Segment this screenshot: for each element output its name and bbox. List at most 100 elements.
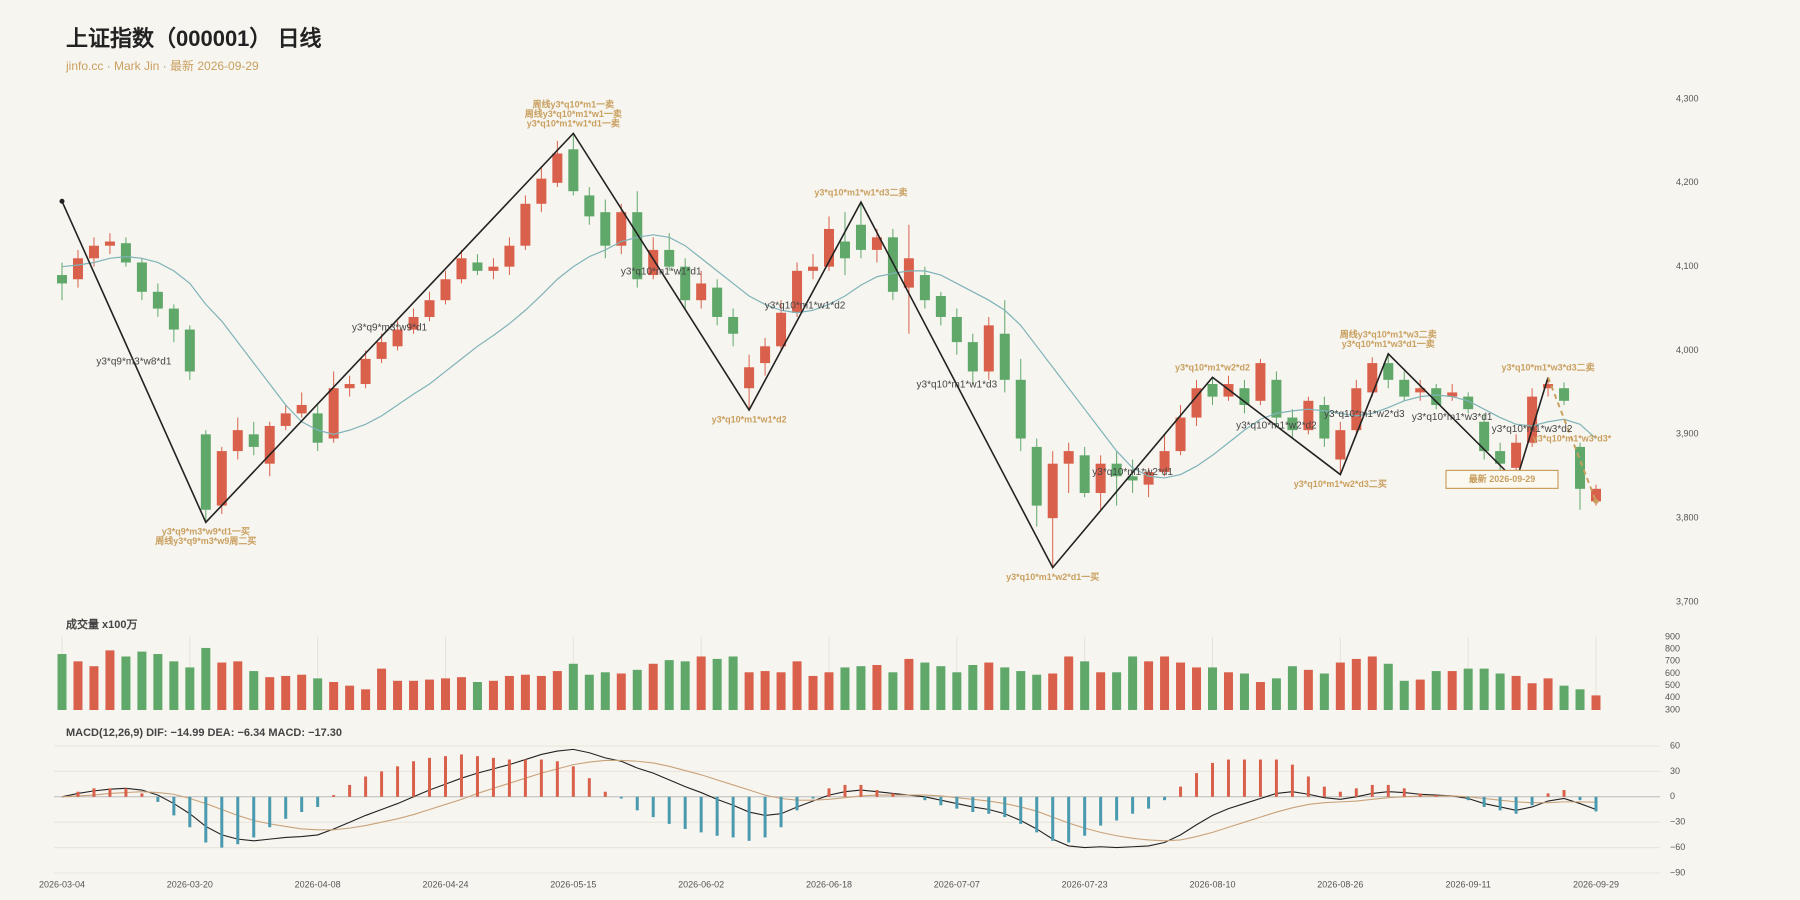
candle-body: [935, 296, 946, 317]
candle-body: [280, 413, 291, 426]
candle-body: [504, 245, 515, 267]
volume-bar: [1000, 667, 1010, 710]
macd-bar: [571, 766, 575, 797]
macd-bar: [635, 796, 639, 811]
candle-body: [1463, 396, 1474, 410]
segment-label: y3*q10*m1*w3*d1: [1412, 412, 1493, 423]
pivot-label: y3*q10*m1*w2*d1一买: [1006, 572, 1099, 582]
candle-body: [1111, 463, 1122, 477]
volume-bar: [1463, 668, 1473, 710]
macd-bar: [140, 793, 144, 797]
candle-body: [919, 275, 930, 301]
candle-body: [680, 266, 691, 301]
candle-body: [1447, 392, 1458, 397]
candle-body: [424, 300, 435, 317]
segment-label: y3*q10*m1*w1*d3: [917, 380, 998, 391]
macd-bar: [1498, 796, 1502, 811]
macd-bar: [1578, 796, 1582, 801]
macd-bar: [1131, 796, 1135, 814]
volume-bar: [329, 682, 339, 710]
volume-bar: [1144, 661, 1154, 710]
macd-bar: [252, 796, 256, 838]
volume-bar: [776, 672, 786, 710]
pivot-label: y3*q10*m1*w1*d3二卖: [814, 186, 907, 197]
candle-body: [1063, 451, 1074, 464]
volume-bar: [1287, 666, 1297, 710]
macd-bar: [507, 759, 511, 797]
macd-bar: [795, 796, 799, 811]
pivot-label: y3*q10*m1*w2*d3二买: [1294, 479, 1387, 489]
macd-bar: [284, 796, 288, 819]
macd-bar: [891, 793, 895, 797]
volume-bar: [313, 678, 323, 710]
macd-bar: [396, 766, 400, 797]
candle-body: [168, 308, 179, 330]
candle-body: [600, 212, 611, 246]
macd-bar: [268, 796, 272, 828]
pivot-label: 周线y3*q10*m1*w3二卖: [1340, 329, 1437, 340]
volume-bar: [616, 673, 626, 710]
y-tick-label: 900: [1665, 631, 1680, 641]
candle-body: [120, 243, 131, 263]
volume-bar: [728, 656, 738, 710]
macd-bar: [1530, 796, 1534, 806]
macd-bar: [491, 757, 495, 797]
macd-bar: [1402, 788, 1406, 797]
candle-body: [1495, 451, 1506, 464]
segment-label: y3*q10*m1*w2*d2: [1236, 421, 1317, 432]
macd-bar: [1322, 786, 1326, 797]
zigzag-pending: [1547, 376, 1597, 502]
volume-bar: [73, 661, 83, 710]
macd-bar: [332, 795, 336, 797]
zigzag-end: [59, 198, 65, 204]
macd-bar: [523, 759, 527, 797]
x-tick-label: 2026-07-07: [934, 879, 980, 889]
macd-bar: [108, 788, 112, 797]
volume-bar: [1591, 695, 1601, 710]
pivot-label: 周线y3*q10*m1*w1一卖: [525, 108, 622, 119]
candle-body: [584, 195, 595, 217]
candle-body: [1015, 379, 1026, 439]
volume-bar: [137, 651, 147, 710]
volume-bar: [281, 675, 291, 710]
volume-bar: [1032, 674, 1042, 710]
volume-bar: [1367, 656, 1377, 710]
macd-bar: [731, 796, 735, 838]
candle-body: [712, 287, 723, 317]
y-tick-label: 600: [1665, 668, 1680, 678]
volume-bar: [121, 656, 131, 710]
x-tick-label: 2026-09-29: [1573, 879, 1619, 889]
candle-body: [392, 329, 403, 347]
y-tick-label: 3,700: [1676, 596, 1699, 606]
volume-bar: [1575, 689, 1585, 710]
y-tick-label: 4,300: [1676, 93, 1699, 103]
macd-bar: [699, 796, 703, 833]
macd-bar: [1019, 796, 1023, 824]
macd-bar: [923, 796, 927, 801]
candle-body: [855, 224, 866, 250]
candle-body: [488, 266, 499, 271]
macd-bar: [1482, 796, 1486, 807]
macd-bar: [651, 796, 655, 818]
candle-body: [1527, 396, 1538, 443]
volume-bar: [1319, 673, 1329, 710]
volume-bar: [504, 675, 514, 710]
volume-bar: [1064, 656, 1074, 710]
candle-body: [632, 212, 643, 280]
macd-bar: [1338, 791, 1342, 797]
candle-body: [312, 413, 323, 443]
macd-bar: [364, 776, 368, 797]
macd-bar: [587, 778, 591, 797]
macd-bar: [875, 790, 879, 797]
candle-body: [440, 279, 451, 301]
pivot-label: 周线y3*q9*m3*w9周二买: [155, 535, 256, 546]
candle-body: [360, 358, 371, 385]
macd-line: [61, 759, 1597, 842]
pivot-label: y3*q10*m1*w2*d2: [1175, 363, 1250, 373]
volume-bar: [856, 666, 866, 710]
candle-body: [967, 342, 978, 372]
candle-body: [1511, 442, 1522, 468]
candle-body: [1175, 417, 1186, 452]
volume-bar: [409, 680, 419, 710]
candle-body: [1287, 417, 1298, 431]
